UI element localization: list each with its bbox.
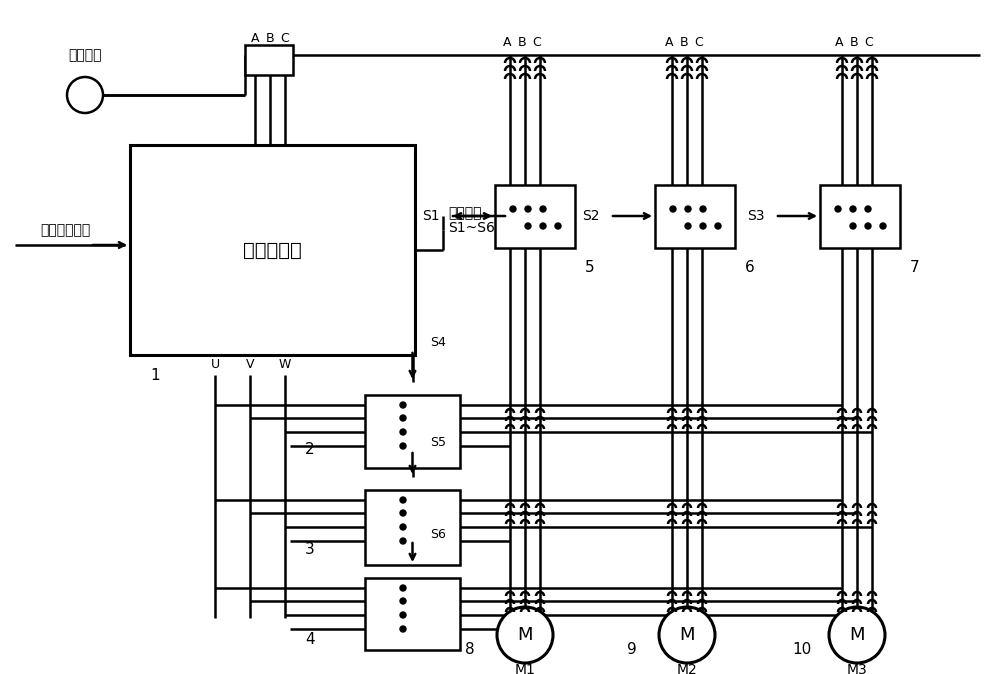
Circle shape	[700, 223, 706, 229]
Circle shape	[715, 223, 721, 229]
Text: W: W	[279, 359, 291, 371]
Circle shape	[880, 223, 886, 229]
Circle shape	[400, 598, 406, 604]
Circle shape	[685, 206, 691, 212]
Circle shape	[670, 206, 676, 212]
Circle shape	[400, 443, 406, 449]
Bar	[365, 578, 460, 650]
Text: S5: S5	[430, 437, 446, 450]
Bar	[495, 185, 575, 248]
Bar	[365, 395, 460, 468]
Text: 6: 6	[745, 260, 755, 276]
Circle shape	[400, 497, 406, 503]
Text: S2: S2	[582, 209, 600, 223]
Text: M: M	[517, 626, 533, 644]
Text: A: A	[665, 36, 673, 49]
Text: M: M	[679, 626, 695, 644]
Text: M: M	[849, 626, 865, 644]
Circle shape	[850, 223, 856, 229]
Circle shape	[400, 510, 406, 516]
Text: S1~S6: S1~S6	[448, 221, 495, 235]
Circle shape	[400, 402, 406, 408]
Text: V: V	[246, 359, 254, 371]
Text: 5: 5	[585, 260, 595, 276]
Text: 控制信号: 控制信号	[448, 206, 482, 220]
Text: 7: 7	[910, 260, 920, 276]
Circle shape	[659, 607, 715, 663]
Circle shape	[829, 607, 885, 663]
Circle shape	[400, 415, 406, 421]
Circle shape	[540, 223, 546, 229]
Text: 变频控制器: 变频控制器	[243, 241, 302, 259]
Text: M1: M1	[515, 663, 535, 674]
Text: A: A	[835, 36, 843, 49]
Circle shape	[865, 223, 871, 229]
Circle shape	[67, 77, 103, 113]
Circle shape	[850, 206, 856, 212]
Text: A: A	[251, 32, 259, 44]
Circle shape	[700, 206, 706, 212]
Bar	[365, 490, 460, 565]
Text: 2: 2	[305, 443, 315, 458]
Text: B: B	[680, 36, 688, 49]
Text: B: B	[850, 36, 858, 49]
Bar	[245, 45, 293, 75]
Bar	[130, 145, 415, 355]
Text: M3: M3	[847, 663, 867, 674]
Text: C: C	[281, 32, 289, 44]
Text: 三相电网: 三相电网	[68, 48, 102, 62]
Circle shape	[540, 206, 546, 212]
Bar	[655, 185, 735, 248]
Circle shape	[400, 612, 406, 618]
Text: 8: 8	[465, 642, 475, 658]
Text: S4: S4	[430, 336, 446, 348]
Circle shape	[865, 206, 871, 212]
Text: M2: M2	[677, 663, 697, 674]
Text: 10: 10	[792, 642, 812, 658]
Circle shape	[400, 524, 406, 530]
Text: S6: S6	[430, 528, 446, 541]
Text: 9: 9	[627, 642, 637, 658]
Circle shape	[510, 206, 516, 212]
Text: S3: S3	[748, 209, 765, 223]
Bar	[820, 185, 900, 248]
Circle shape	[497, 607, 553, 663]
Text: S1: S1	[422, 209, 440, 223]
Circle shape	[525, 223, 531, 229]
Circle shape	[400, 538, 406, 544]
Text: 3: 3	[305, 543, 315, 557]
Text: 压力信号反馈: 压力信号反馈	[40, 223, 90, 237]
Circle shape	[525, 206, 531, 212]
Circle shape	[400, 429, 406, 435]
Text: 4: 4	[305, 632, 315, 648]
Text: C: C	[865, 36, 873, 49]
Text: A: A	[503, 36, 511, 49]
Text: C: C	[533, 36, 541, 49]
Text: U: U	[210, 359, 220, 371]
Circle shape	[400, 585, 406, 591]
Text: 1: 1	[150, 367, 160, 383]
Circle shape	[555, 223, 561, 229]
Circle shape	[400, 626, 406, 632]
Circle shape	[835, 206, 841, 212]
Circle shape	[685, 223, 691, 229]
Text: B: B	[518, 36, 526, 49]
Text: B: B	[266, 32, 274, 44]
Text: C: C	[695, 36, 703, 49]
